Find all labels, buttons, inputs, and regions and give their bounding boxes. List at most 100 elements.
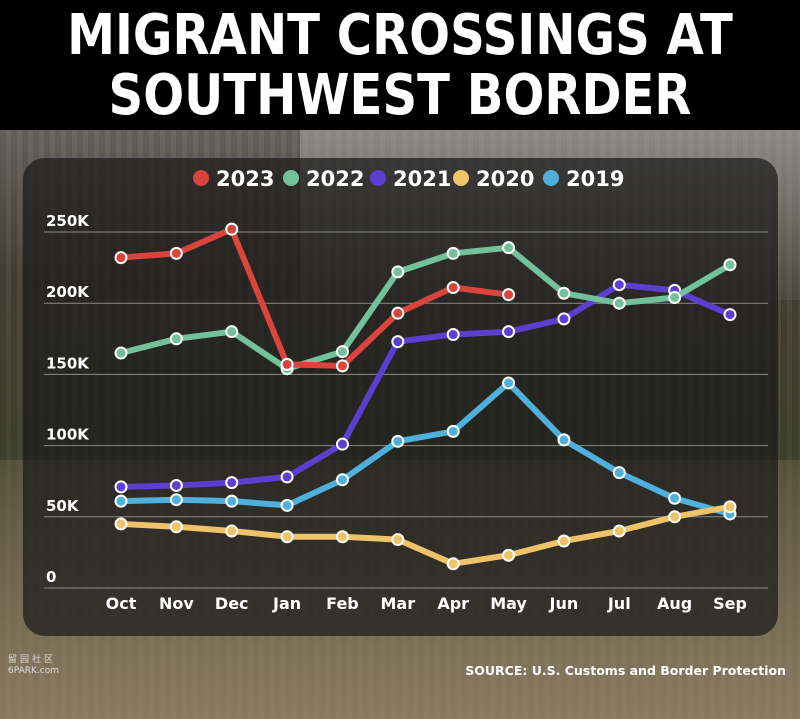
data-point: [280, 530, 294, 544]
series-line: [118, 244, 733, 372]
series-2023: [114, 222, 516, 373]
data-point: [280, 498, 294, 512]
data-point: [612, 296, 626, 310]
legend-swatch: [543, 170, 559, 186]
series-2022: [114, 241, 737, 376]
legend-item-2021: 2021: [370, 167, 451, 191]
data-point: [612, 466, 626, 480]
x-tick-label: Jun: [549, 594, 579, 613]
legend-swatch: [283, 170, 299, 186]
legend-label: 2021: [393, 167, 451, 191]
x-tick-label: May: [490, 594, 527, 613]
data-point: [446, 281, 460, 295]
legend-label: 2023: [216, 167, 274, 191]
legend-item-2023: 2023: [193, 167, 274, 191]
data-point: [612, 278, 626, 292]
legend-label: 2020: [476, 167, 534, 191]
data-point: [668, 291, 682, 305]
headline-line-2: SOUTHWEST BORDER: [108, 63, 692, 128]
x-tick-label: Jan: [272, 594, 301, 613]
data-point: [335, 530, 349, 544]
data-point: [557, 534, 571, 548]
data-point: [225, 524, 239, 538]
data-point: [280, 357, 294, 371]
x-tick-label: Apr: [437, 594, 469, 613]
data-point: [114, 251, 128, 265]
data-point: [668, 510, 682, 524]
data-point: [169, 520, 183, 534]
y-tick-label: 150K: [46, 354, 90, 372]
series-2019: [114, 376, 737, 521]
series-lines: [114, 222, 737, 571]
data-point: [391, 335, 405, 349]
x-tick-label: Nov: [159, 594, 194, 613]
data-point: [446, 557, 460, 571]
data-point: [557, 286, 571, 300]
data-point: [723, 500, 737, 514]
data-point: [723, 258, 737, 272]
legend-item-2019: 2019: [543, 167, 624, 191]
data-point: [114, 517, 128, 531]
legend-item-2020: 2020: [453, 167, 534, 191]
data-point: [557, 312, 571, 326]
data-point: [391, 434, 405, 448]
data-point: [169, 246, 183, 260]
data-point: [502, 376, 516, 390]
data-point: [169, 332, 183, 346]
series-2020: [114, 500, 737, 571]
data-point: [446, 328, 460, 342]
y-tick-label: 50K: [46, 497, 80, 515]
x-axis-tick-labels: Oct Nov Dec Jan Feb Mar Apr May Jun Jul Aug Sep: [106, 594, 747, 613]
source-note: SOURCE: U.S. Customs and Border Protecti…: [465, 663, 786, 678]
x-tick-label: Aug: [657, 594, 692, 613]
data-point: [335, 359, 349, 373]
legend-swatch: [193, 170, 209, 186]
data-point: [391, 306, 405, 320]
data-point: [612, 524, 626, 538]
legend-swatch: [370, 170, 386, 186]
data-point: [723, 308, 737, 322]
data-point: [502, 325, 516, 339]
series-line: [118, 226, 512, 369]
data-point: [225, 494, 239, 508]
series-line: [118, 503, 733, 567]
x-tick-label: Sep: [713, 594, 747, 613]
y-axis-tick-labels: 0 50K 100K 150K 200K 250K: [46, 212, 90, 586]
data-point: [557, 433, 571, 447]
data-point: [502, 241, 516, 255]
x-tick-label: Jul: [607, 594, 631, 613]
series-line: [118, 379, 733, 517]
data-point: [225, 222, 239, 236]
y-tick-label: 250K: [46, 212, 90, 230]
legend-label: 2022: [306, 167, 364, 191]
y-tick-label: 100K: [46, 426, 90, 444]
data-point: [225, 476, 239, 490]
data-point: [225, 325, 239, 339]
data-point: [114, 480, 128, 494]
legend-swatch: [453, 170, 469, 186]
data-point: [668, 491, 682, 505]
series-2021: [114, 278, 737, 494]
data-point: [502, 288, 516, 302]
series-line: [118, 281, 733, 490]
data-point: [391, 265, 405, 279]
data-point: [335, 473, 349, 487]
x-tick-label: Feb: [326, 594, 359, 613]
watermark-glyphs: 留园社区: [8, 655, 57, 665]
y-tick-label: 200K: [46, 283, 90, 301]
legend-label: 2019: [566, 167, 624, 191]
headline-line-1: MIGRANT CROSSINGS AT: [67, 3, 733, 68]
data-point: [391, 533, 405, 547]
y-tick-label: 0: [46, 568, 56, 586]
headline: MIGRANT CROSSINGS AT SOUTHWEST BORDER: [0, 0, 800, 130]
legend: 2023 2022 2021 2020 2019: [193, 167, 624, 191]
data-point: [335, 345, 349, 359]
data-point: [114, 346, 128, 360]
watermark-site: 6PARK.com: [8, 666, 59, 676]
x-tick-label: Dec: [215, 594, 249, 613]
data-point: [169, 493, 183, 507]
watermark-logo: 留园社区 6PARK.com: [8, 655, 59, 677]
data-point: [169, 478, 183, 492]
x-tick-label: Oct: [106, 594, 137, 613]
data-point: [446, 246, 460, 260]
